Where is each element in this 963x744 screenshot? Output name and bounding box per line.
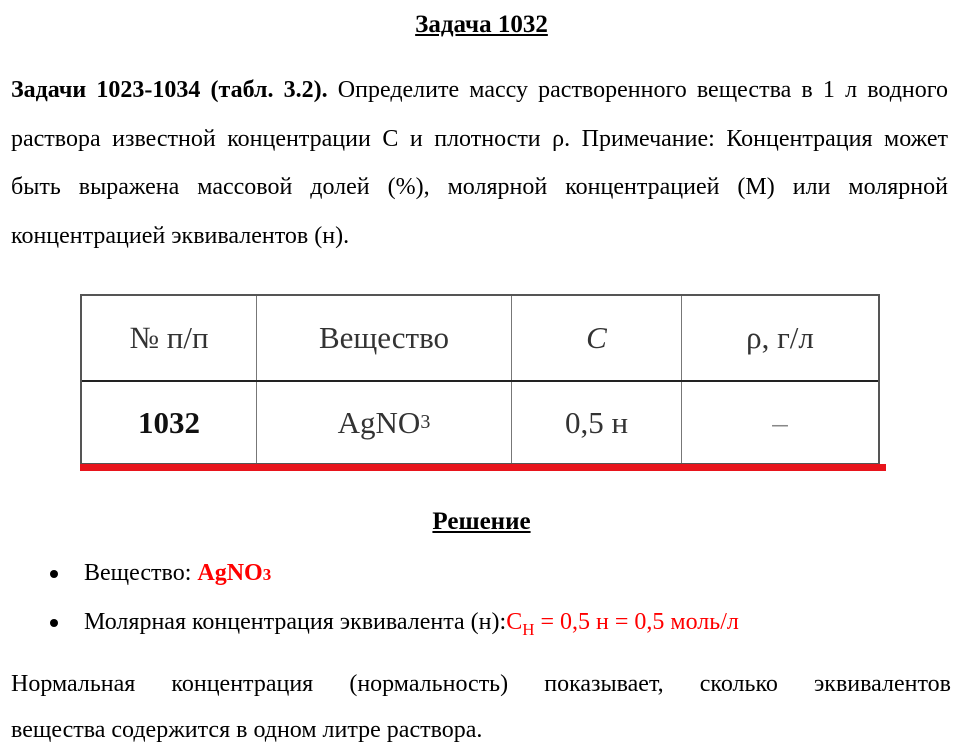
bullet-label: Молярная концентрация эквивалента (н): [84,609,507,635]
list-item: Молярная концентрация эквивалента (н):CН… [50,609,739,640]
cell-concentration: 0,5 н [512,382,682,463]
bullet-value: CН = 0,5 н = 0,5 моль/л [506,609,739,639]
problem-ref: Задачи 1023-1034 (табл. 3.2). [11,77,328,103]
red-underline [80,464,886,471]
table-row: 1032 AgNO 3 0,5 н – [82,382,878,463]
cell-substance: AgNO 3 [257,382,512,463]
header-substance: Вещество [257,296,512,380]
cell-number: 1032 [82,382,257,463]
bullet-icon [50,570,58,579]
symbol-subscript: Н [522,619,535,639]
bullet-label: Вещество: [84,560,198,586]
paragraph-line: Нормальная концентрация (нормальность) п… [11,671,951,697]
header-density: ρ, г/л [746,320,814,355]
cell-density: – [772,404,788,440]
header-concentration: C [512,296,682,380]
list-item: Вещество: AgNO3 [50,560,271,587]
problem-statement: Задачи 1023-1034 (табл. 3.2). Определите… [11,66,948,260]
substance-formula: AgNO [337,404,421,440]
substance-subscript: 3 [420,411,431,433]
data-table: № п/п Вещество C ρ, г/л 1032 AgNO 3 0,5 н… [80,294,880,465]
bullet-value: AgNO3 [197,560,271,586]
symbol: C [506,609,523,635]
header-number: № п/п [82,296,257,380]
problem-text: Определите массу растворенного вещества … [11,77,948,249]
paragraph-line: вещества содержится в одном литре раство… [11,717,483,743]
formula: AgNO [197,560,263,586]
table-header-row: № п/п Вещество C ρ, г/л [82,296,878,382]
solution-title: Решение [432,508,531,535]
page-title: Задача 1032 [415,11,548,38]
equation: = 0,5 н = 0,5 моль/л [534,609,739,635]
bullet-icon [50,619,58,628]
formula-subscript: 3 [262,565,272,584]
